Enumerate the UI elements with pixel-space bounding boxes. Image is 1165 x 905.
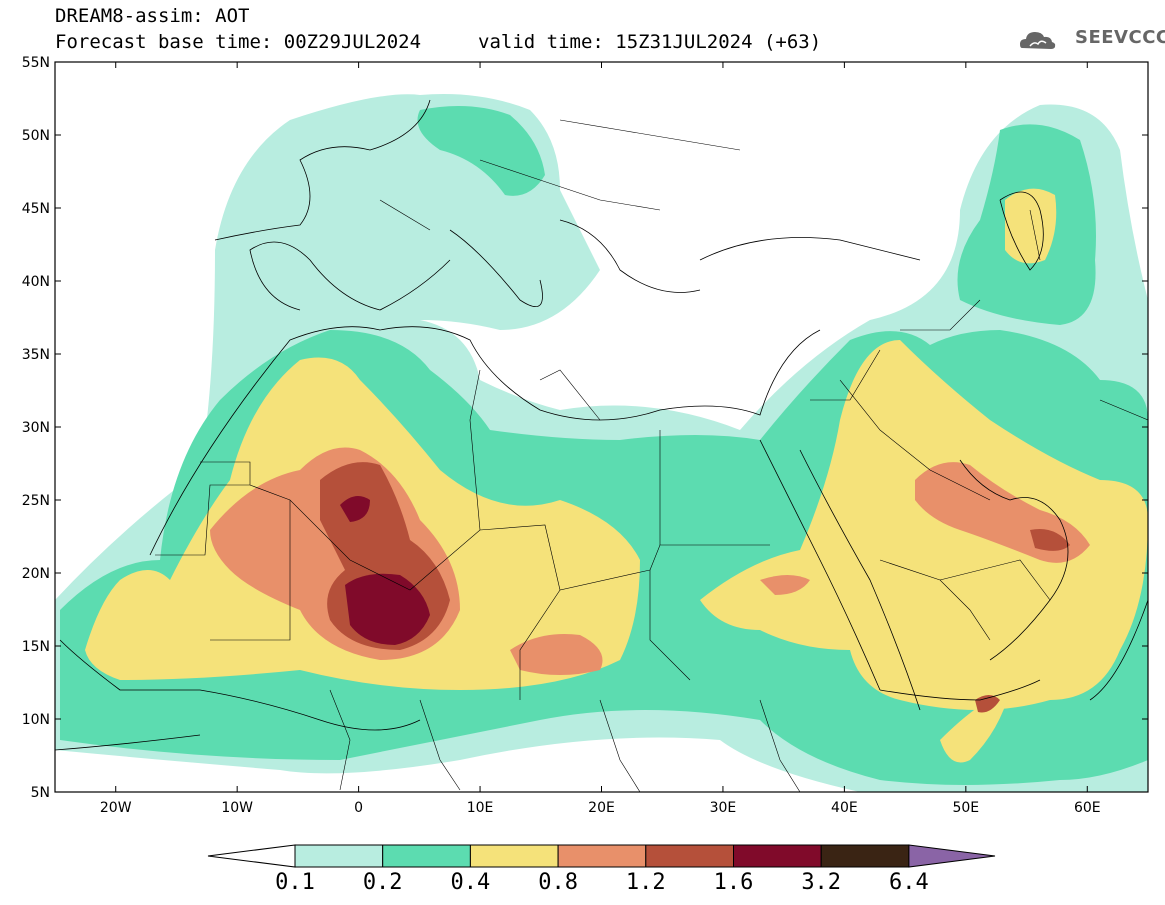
lat-tick-label: 50N [22,128,50,144]
colorbar-swatch [820,844,910,868]
lat-tick-label: 20N [22,566,50,582]
colorbar-label: 1.6 [713,870,754,895]
lat-tick-label: 35N [22,347,50,363]
aot-contour-0.8-redsea [760,575,810,595]
lat-tick-label: 30N [22,420,50,436]
aot-contour-0.4-caspian [1005,188,1057,264]
colorbar-swatch [294,844,384,868]
map-title: DREAM8-assim: AOT [55,5,250,27]
colorbar-label: 0.1 [275,870,315,895]
colorbar-extend-low [207,844,296,868]
lat-tick-label: 55N [22,55,50,71]
colorbar-swatch [557,844,647,868]
country-borders [155,119,1148,792]
colorbar-swatch [469,844,559,868]
colorbar-swatch [733,844,822,868]
colorbar-label: 3.2 [801,870,842,895]
aot-contour-0.2-north [417,106,545,196]
lon-tick-label: 50E [952,800,979,816]
lon-tick-label: 10W [221,800,253,816]
lat-tick-label: 5N [31,785,50,801]
colorbar-label: 0.8 [538,870,578,895]
lat-tick-label: 10N [22,712,50,728]
lon-tick-label: 20W [100,800,132,816]
lat-tick-label: 45N [22,201,50,217]
lat-tick-label: 15N [22,639,50,655]
lon-tick-label: 10E [467,800,494,816]
lon-tick-label: 30E [710,800,737,816]
latitude-ticks: 5N 10N 15N 20N 25N 30N 35N 40N 45N 50N 55N [22,55,1148,801]
colorbar-label: 1.2 [625,870,666,895]
lat-tick-label: 25N [22,493,50,509]
aot-contour-1.6 [345,573,430,645]
lon-tick-label: 0 [354,800,363,816]
lon-tick-label: 40E [831,800,858,816]
colorbar-extend-high [908,844,996,868]
logo-text: SEEVCCC [1075,27,1165,48]
aot-contour-1.6-north [340,496,370,522]
valid-time: valid time: 15Z31JUL2024 (+63) [478,31,822,53]
colorbar-label: 6.4 [889,870,929,895]
longitude-ticks: 20W 10W 0 10E 20E 30E 40E 50E 60E [100,62,1101,816]
lon-tick-label: 20E [588,800,615,816]
coastlines [55,99,1148,751]
lat-tick-label: 40N [22,274,50,290]
colorbar-label: 0.2 [362,870,403,895]
colorbar-swatch [382,844,471,868]
aot-contour-0.8-sahel [510,634,603,675]
colorbar-label: 0.4 [450,870,491,895]
aot-field [55,94,1148,792]
colorbar-swatch [645,844,734,868]
aot-contour-1.2-oman [1030,529,1070,551]
lon-tick-label: 60E [1074,800,1101,816]
colorbar [207,844,996,868]
forecast-base-time: Forecast base time: 00Z29JUL2024 [55,31,422,53]
seevccc-logo-icon [1020,32,1056,49]
